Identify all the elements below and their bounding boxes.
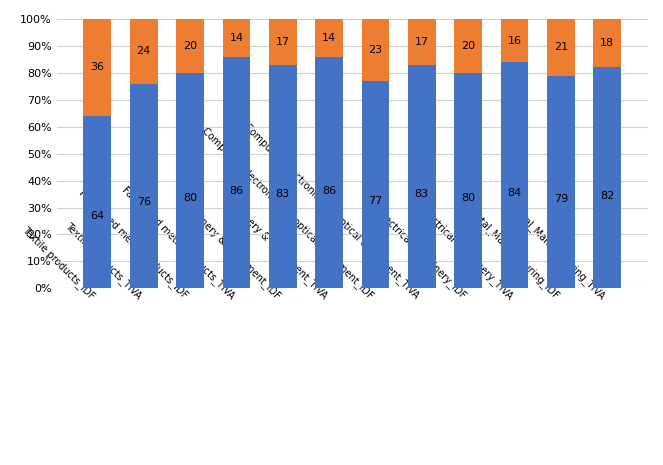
Bar [315, 57, 343, 288]
Bar [361, 81, 389, 288]
Bar [501, 19, 528, 62]
Bar [454, 73, 482, 288]
Bar [223, 57, 251, 288]
Text: 80: 80 [183, 193, 197, 203]
Text: 82: 82 [600, 191, 615, 200]
Bar [547, 19, 575, 75]
Bar [269, 65, 296, 288]
Bar [501, 62, 528, 288]
Bar [315, 19, 343, 57]
Bar [176, 73, 204, 288]
Bar [547, 75, 575, 288]
Bar [130, 84, 158, 288]
Text: 21: 21 [554, 42, 568, 52]
Text: 76: 76 [137, 197, 151, 207]
Bar [84, 116, 111, 288]
Bar [223, 19, 251, 57]
Bar [130, 19, 158, 84]
Text: 17: 17 [415, 37, 429, 47]
Text: 86: 86 [322, 186, 336, 196]
Text: 83: 83 [415, 189, 429, 199]
Bar [84, 19, 111, 116]
Text: 24: 24 [137, 46, 151, 56]
Text: 14: 14 [322, 33, 336, 43]
Bar [593, 67, 621, 288]
Text: 83: 83 [276, 189, 290, 199]
Bar [593, 19, 621, 67]
Text: 36: 36 [90, 62, 104, 73]
Bar [176, 19, 204, 73]
Text: 79: 79 [554, 194, 568, 204]
Text: 16: 16 [507, 35, 522, 46]
Text: 20: 20 [183, 41, 197, 51]
Text: 20: 20 [461, 41, 475, 51]
Text: 23: 23 [369, 45, 383, 55]
Text: 64: 64 [90, 211, 105, 221]
Text: 86: 86 [229, 186, 243, 196]
Bar [269, 19, 296, 65]
Text: 80: 80 [461, 193, 475, 203]
Text: 18: 18 [600, 38, 615, 48]
Text: 17: 17 [276, 37, 290, 47]
Bar [454, 19, 482, 73]
Text: 84: 84 [507, 188, 522, 198]
Bar [361, 19, 389, 81]
Text: 14: 14 [229, 33, 243, 43]
Bar [408, 19, 436, 65]
Bar [408, 65, 436, 288]
Text: 77: 77 [369, 196, 383, 206]
